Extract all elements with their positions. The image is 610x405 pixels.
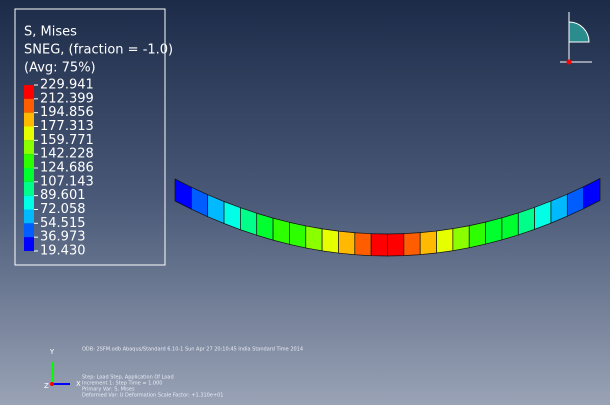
axis-label: Z [44, 382, 49, 390]
legend-title: SNEG, (fraction = -1.0) [24, 43, 173, 58]
legend-value: 229.941 [40, 78, 94, 93]
legend-value: 159.771 [40, 133, 94, 148]
beam-element [388, 234, 404, 256]
beam-element [289, 222, 305, 248]
legend-band [24, 140, 34, 154]
beam-element [453, 226, 469, 251]
legend-value: 177.313 [40, 119, 94, 134]
legend-value: 54.515 [40, 216, 86, 231]
legend-band [24, 85, 34, 99]
axis-label: X [76, 380, 81, 388]
beam-element [469, 222, 485, 248]
odb-info: ODB: 2SFM.odb Abaqus/Standard 6.10-1 Sun… [82, 347, 303, 353]
legend-value: 142.228 [40, 147, 94, 162]
beam-element [306, 226, 322, 251]
legend-band [24, 99, 34, 113]
legend-title: S, Mises [24, 25, 77, 40]
legend-band [24, 154, 34, 168]
legend-value: 36.973 [40, 230, 86, 245]
legend-value: 124.686 [40, 161, 94, 176]
legend-band [24, 182, 34, 196]
beam-element [257, 213, 273, 240]
legend-band [24, 127, 34, 141]
legend-band [24, 223, 34, 237]
legend-band [24, 210, 34, 224]
legend-value: 212.399 [40, 91, 94, 106]
beam-element [322, 229, 338, 253]
axis-label: Y [49, 348, 55, 356]
viewport: Y X Z ODB: 2SFM.odb Abaqus/Standard 6.10… [0, 0, 610, 405]
legend-value: 194.856 [40, 105, 94, 120]
beam-element [437, 229, 453, 253]
beam-element [420, 231, 436, 255]
legend-band [24, 168, 34, 182]
step-info: Deformed Var: U Deformation Scale Factor… [82, 393, 224, 399]
beam-element [355, 233, 371, 256]
beam-element [371, 234, 387, 256]
legend-band [24, 196, 34, 210]
legend-value: 107.143 [40, 174, 94, 189]
page: Y X Z ODB: 2SFM.odb Abaqus/Standard 6.10… [0, 0, 610, 405]
beam-element [338, 231, 354, 255]
legend-value: 19.430 [40, 244, 86, 259]
beam-element [502, 213, 518, 240]
legend-band [24, 237, 34, 251]
beam-element [273, 218, 289, 244]
beam-element [404, 233, 420, 256]
legend-title: (Avg: 75%) [24, 61, 96, 76]
legend-value: 89.601 [40, 188, 86, 203]
beam-element [486, 218, 502, 244]
legend-value: 72.058 [40, 202, 86, 217]
legend-band [24, 113, 34, 127]
